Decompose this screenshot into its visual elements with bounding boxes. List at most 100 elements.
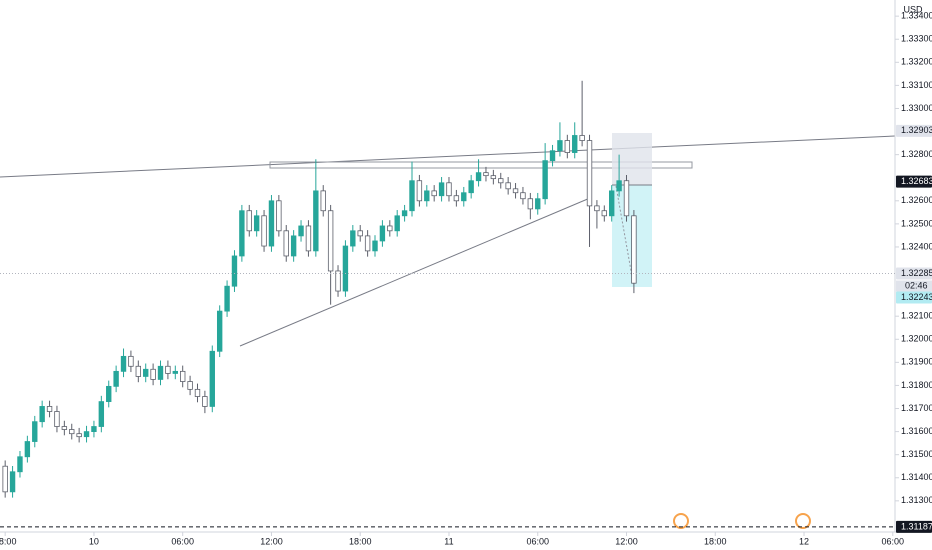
y-tick-label: 1.32500 [901,218,932,228]
event-icons [673,513,811,529]
y-tick-label: 1.31500 [901,449,932,459]
price-label-bg [896,291,932,304]
candle-body [32,421,38,442]
candle-body [253,215,260,232]
candle-body [394,215,400,232]
candle-body [261,215,267,247]
candle-body [446,182,452,197]
candle-body [276,200,282,232]
candle-body [268,200,275,247]
candle-body [76,433,82,438]
candle-body [24,441,31,458]
candle-body [527,198,534,210]
candle-body [335,270,341,292]
candle-body [39,406,45,423]
candle-body [135,365,142,377]
candle-body [342,245,349,292]
candle-body [572,135,578,153]
candle-body [187,381,193,390]
candle-body [409,180,415,212]
currency-label: USD [903,4,923,14]
y-tick-label: 1.32000 [901,334,932,344]
candle-body [239,210,245,257]
price-label: 1.32683 [901,176,932,186]
x-tick-label: 12 [799,536,809,546]
candle-body [461,192,467,202]
candle-body [194,388,201,397]
y-tick-label: 1.31700 [901,403,932,413]
candle-body [431,190,437,197]
y-tick-label: 1.31600 [901,426,932,436]
candle-body [320,190,326,212]
candle-body [490,175,497,180]
event-icon [795,513,811,529]
candle-body [128,355,134,367]
candle-body [91,426,97,433]
candle-body [113,370,119,387]
candle-body [505,182,511,190]
candle-body [120,355,127,372]
candle-body [623,180,630,217]
candle-body [9,471,16,493]
candle-body [313,190,319,252]
candle-body [401,210,408,217]
candle-body [216,310,223,352]
y-tick-label: 1.33200 [901,57,932,67]
countdown: 02:46 [905,280,928,290]
candle-body [483,172,489,177]
candle-body [157,365,164,380]
candle-body [298,225,304,237]
candle-body [246,210,252,232]
trend-line [239,197,591,347]
y-tick-label: 1.33100 [901,80,932,90]
y-tick-label: 1.32400 [901,241,932,251]
candle-body [290,235,297,257]
candle-body [61,426,68,430]
candle-body [69,429,75,435]
x-tick-label: 12:00 [260,536,283,546]
event-icon [673,513,689,529]
price-label-bg [896,124,932,137]
candle-body [520,192,526,200]
candle-body [416,180,423,202]
x-tick-label: 10 [89,536,99,546]
candle-body [305,225,312,252]
y-tick-label: 1.32100 [901,311,932,321]
y-tick-label: 1.31400 [901,472,932,482]
x-tick-label: 06:00 [882,536,905,546]
x-tick-label: 12:00 [615,536,638,546]
candle-body [557,140,563,152]
candle-body [586,140,593,207]
candle-body [231,255,238,287]
candle-body [180,370,186,382]
zone-box [269,161,693,169]
y-tick-label: 1.31900 [901,357,932,367]
price-label-bg [896,520,932,533]
candle-body [379,225,386,242]
candle-body [549,150,556,162]
candle-body [498,178,504,184]
price-label: 1.32285 [901,268,932,278]
candle-body [54,411,60,427]
candle-body [209,350,215,407]
candle-body [224,285,230,312]
candle-body [535,198,541,210]
candle-body [98,401,105,427]
candle-body [165,365,171,374]
candle-body [364,235,371,252]
candle-body [594,205,600,212]
candle-body [579,135,585,141]
candle-body [468,180,474,194]
price-label-bg [896,267,932,280]
y-tick-label: 1.33000 [901,103,932,113]
candle-body [542,160,548,200]
x-tick-label: 18:00 [349,536,372,546]
trend-line [0,135,896,178]
candle-body [601,210,608,217]
price-label-bg [896,175,932,188]
candle-body [357,230,363,237]
candle-body [387,225,393,232]
candle-body [609,190,615,217]
